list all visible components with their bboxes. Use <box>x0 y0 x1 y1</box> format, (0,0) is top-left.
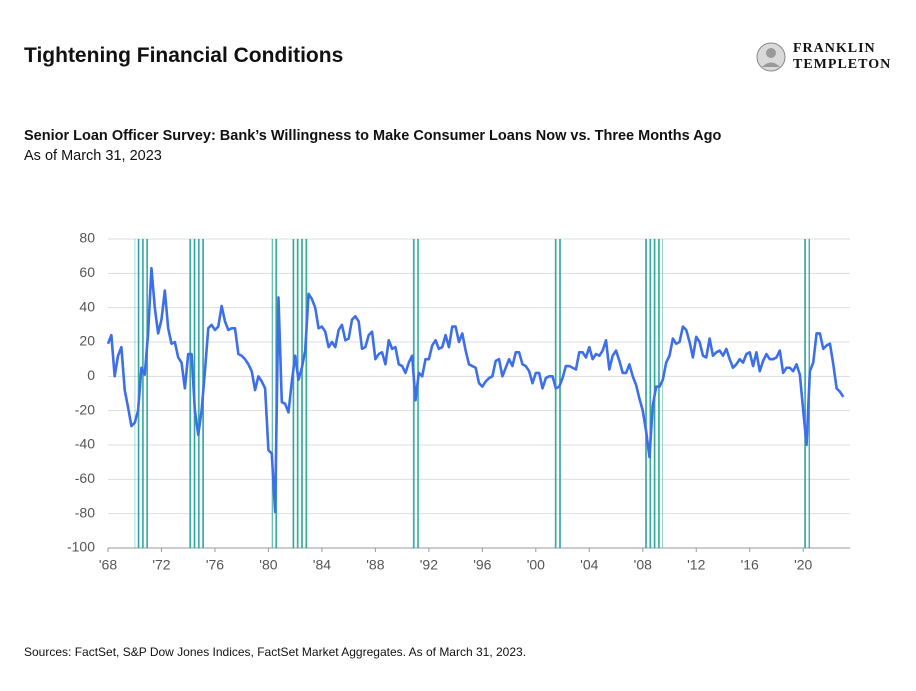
x-tick-label: '68 <box>99 557 117 573</box>
x-tick-label: '08 <box>634 557 652 573</box>
y-tick-label: 60 <box>79 264 95 280</box>
recession-band <box>803 239 810 548</box>
y-tick-label: -20 <box>75 401 95 417</box>
y-tick-label: -40 <box>75 436 95 452</box>
recession-band <box>552 239 563 548</box>
x-tick-label: '88 <box>366 557 384 573</box>
y-tick-label: 0 <box>87 367 95 383</box>
x-tick-label: '12 <box>687 557 705 573</box>
logo-text: FRANKLIN <box>793 41 876 56</box>
x-tick-label: '92 <box>420 557 438 573</box>
x-tick-label: '84 <box>313 557 331 573</box>
x-tick-label: '80 <box>259 557 277 573</box>
x-tick-label: '96 <box>473 557 491 573</box>
logo-text: TEMPLETON <box>793 57 891 72</box>
recession-band <box>291 239 309 548</box>
y-tick-label: -100 <box>67 539 95 555</box>
x-tick-label: '04 <box>580 557 598 573</box>
source-note: Sources: FactSet, S&P Dow Jones Indices,… <box>24 645 526 659</box>
y-tick-label: 20 <box>79 333 95 349</box>
chart-subtitle: As of March 31, 2023 <box>24 148 162 164</box>
data-line <box>106 266 845 514</box>
chart-title: Senior Loan Officer Survey: Bank’s Willi… <box>24 128 721 144</box>
recession-band <box>134 239 149 548</box>
x-tick-label: '20 <box>794 557 812 573</box>
x-tick-label: '00 <box>527 557 545 573</box>
logo: FRANKLIN TEMPLETON <box>756 41 891 72</box>
page-title: Tightening Financial Conditions <box>24 44 343 67</box>
x-tick-label: '16 <box>741 557 759 573</box>
y-tick-label: 40 <box>79 298 95 314</box>
y-tick-label: -80 <box>75 504 95 520</box>
plot-area: -100 -80 -60 -40 -20 0 20 40 60 80 '68 '72 '76 '80 '84… <box>67 230 850 573</box>
x-tick-label: '76 <box>206 557 224 573</box>
recession-band <box>642 239 663 548</box>
y-tick-label: -60 <box>75 470 95 486</box>
y-tick-label: 80 <box>79 230 95 246</box>
x-tick-label: '72 <box>152 557 170 573</box>
recession-band <box>188 239 205 548</box>
recession-band <box>271 239 279 548</box>
